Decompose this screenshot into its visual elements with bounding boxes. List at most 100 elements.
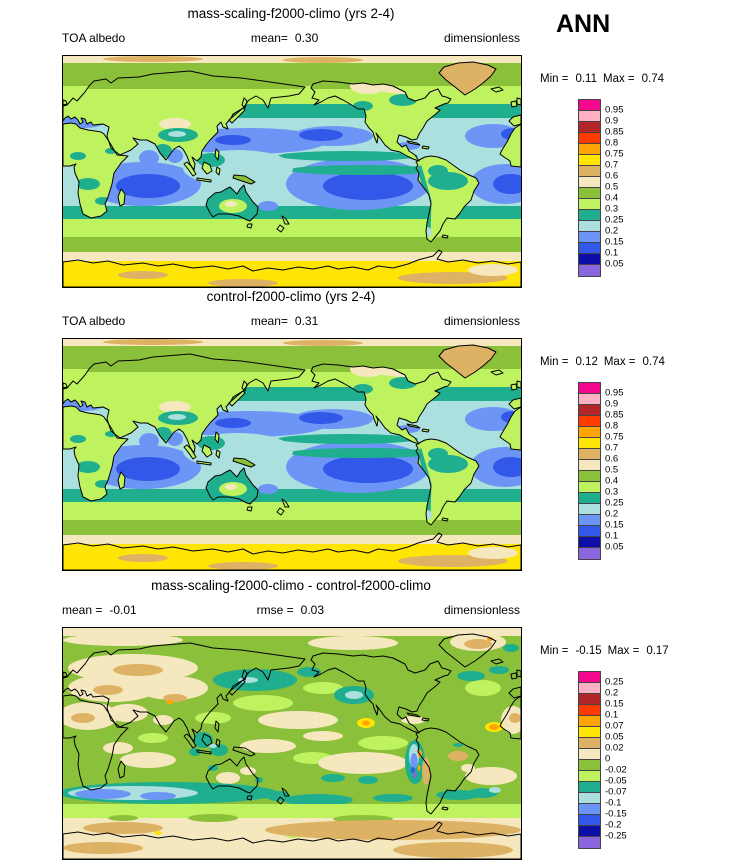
max-label: Max =	[607, 645, 640, 657]
colorbar-cell	[579, 133, 600, 144]
min-label: Min =	[540, 645, 569, 657]
panel-1-units-label: dimensionless	[443, 31, 520, 45]
colorbar-cell	[579, 155, 600, 166]
panel-3-subheader: mean = -0.01 rmse = 0.03 dimensionless	[62, 603, 520, 617]
colorbar-tick-label: 0.5	[605, 464, 619, 476]
panel-1-title: mass-scaling-f2000-climo (yrs 2-4)	[187, 6, 395, 21]
panel-1-colorbar-labels: 0.95 0.9 0.85 0.8 0.75 0.7 0.6 0.5 0.4 0.3 0.25 0.2…	[605, 99, 649, 277]
min-label: Min =	[540, 73, 569, 85]
colorbar-tick-label: 0.7	[605, 442, 619, 454]
colorbar-cell	[579, 815, 600, 826]
colorbar-cell	[579, 166, 600, 177]
colorbar-tick-label: 0.2	[605, 508, 619, 520]
colorbar-cell	[579, 749, 600, 760]
colorbar-tick-label: 0.2	[605, 687, 619, 699]
min-label: Min =	[540, 356, 569, 368]
min-value: 0.12	[575, 356, 598, 368]
colorbar-tick-label: -0.2	[605, 819, 622, 831]
colorbar-cell	[579, 493, 600, 504]
colorbar-cell	[579, 683, 600, 694]
panel-2-variable-label: TOA albedo	[62, 314, 126, 328]
colorbar-tick-label: 0.3	[605, 203, 619, 215]
panel-1-map	[62, 55, 522, 288]
colorbar-tick-label: 0.9	[605, 115, 619, 127]
colorbar-tick-label: 0.15	[605, 236, 624, 248]
colorbar-cell	[579, 254, 600, 265]
colorbar-cell	[579, 449, 600, 460]
colorbar-tick-label: 0.1	[605, 247, 619, 259]
colorbar-cell	[579, 394, 600, 405]
colorbar-cell	[579, 177, 600, 188]
colorbar-cell	[579, 199, 600, 210]
panel-3-colorbar	[578, 671, 601, 849]
colorbar-tick-label: -0.1	[605, 797, 622, 809]
colorbar-tick-label: 0.6	[605, 170, 619, 182]
panel-2-mean: mean= 0.31	[251, 314, 318, 328]
panel-3-rmse: rmse = 0.03	[257, 603, 324, 617]
mean-value: 0.31	[294, 314, 319, 328]
panel-3-units-label: dimensionless	[443, 603, 520, 617]
colorbar-tick-label: 0.25	[605, 676, 624, 688]
colorbar-tick-label: 0.15	[605, 519, 624, 531]
mean-value: 0.30	[294, 31, 319, 45]
colorbar-tick-label: -0.02	[605, 764, 627, 776]
colorbar-tick-label: 0.1	[605, 530, 619, 542]
colorbar-cell	[579, 482, 600, 493]
colorbar-tick-label: 0.07	[605, 720, 624, 732]
colorbar-cell	[579, 210, 600, 221]
colorbar-cell	[579, 793, 600, 804]
max-label: Max =	[603, 356, 636, 368]
colorbar-cell	[579, 405, 600, 416]
colorbar-tick-label: 0.85	[605, 409, 624, 421]
colorbar-cell	[579, 548, 600, 559]
colorbar-tick-label: -0.25	[605, 830, 627, 842]
colorbar-tick-label: 0.25	[605, 497, 624, 509]
panel-2-subheader: TOA albedo mean= 0.31 dimensionless	[62, 314, 520, 328]
colorbar-cell	[579, 504, 600, 515]
colorbar-cell	[579, 243, 600, 254]
colorbar-tick-label: -0.07	[605, 786, 627, 798]
colorbar-tick-label: 0.75	[605, 148, 624, 160]
colorbar-cell	[579, 760, 600, 771]
colorbar-cell	[579, 716, 600, 727]
colorbar-cell	[579, 782, 600, 793]
panel-2-colorbar	[578, 382, 601, 560]
colorbar-cell	[579, 515, 600, 526]
max-value: 0.74	[641, 73, 665, 85]
panel-2-title: control-f2000-climo (yrs 2-4)	[206, 289, 376, 304]
colorbar-cell	[579, 738, 600, 749]
colorbar-tick-label: 0.05	[605, 258, 624, 270]
colorbar-cell	[579, 100, 600, 111]
colorbar-tick-label: 0.4	[605, 192, 619, 204]
panel-3-colorbar-labels: 0.25 0.2 0.15 0.1 0.07 0.05 0.02 0 -0.02 -0.05 -0.…	[605, 671, 649, 849]
colorbar-cell	[579, 438, 600, 449]
panel-2-map	[62, 338, 522, 571]
colorbar-tick-label: 0.3	[605, 486, 619, 498]
mean-label: mean=	[250, 31, 288, 45]
colorbar-tick-label: 0.85	[605, 126, 624, 138]
albedo-map-1	[63, 56, 521, 287]
mean-label: mean =	[62, 603, 103, 617]
colorbar-cell	[579, 188, 600, 199]
colorbar-cell	[579, 144, 600, 155]
colorbar-tick-label: 0.05	[605, 731, 624, 743]
colorbar-cell	[579, 672, 600, 683]
colorbar-cell	[579, 705, 600, 716]
colorbar-cell	[579, 837, 600, 848]
colorbar-tick-label: 0.2	[605, 225, 619, 237]
colorbar-tick-label: 0	[605, 753, 611, 765]
colorbar-tick-label: 0.75	[605, 431, 624, 443]
panel-1-mean: mean= 0.30	[251, 31, 318, 45]
colorbar-cell	[579, 460, 600, 471]
colorbar-tick-label: 0.7	[605, 159, 619, 171]
mean-label: mean=	[250, 314, 288, 328]
colorbar-cell	[579, 111, 600, 122]
colorbar-cell	[579, 416, 600, 427]
max-value: 0.17	[646, 645, 669, 657]
panel-1-colorbar	[578, 99, 601, 277]
mean-value: -0.01	[109, 603, 137, 617]
colorbar-cell	[579, 694, 600, 705]
panel-3-title: mass-scaling-f2000-climo - control-f2000…	[151, 578, 431, 593]
colorbar-cell	[579, 771, 600, 782]
